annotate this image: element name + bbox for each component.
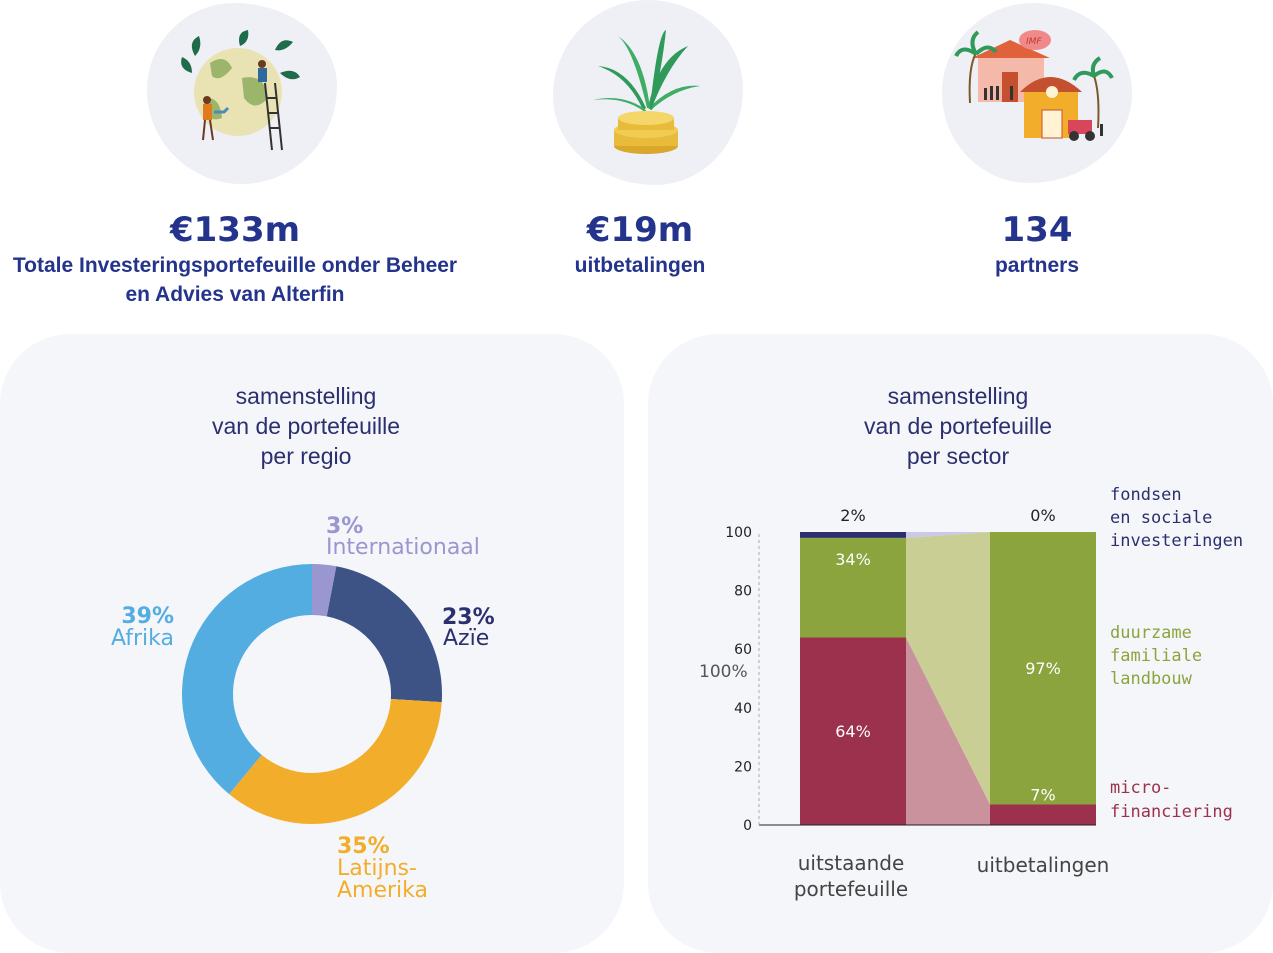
bar-label-landbouw-1: 34%	[835, 550, 871, 569]
y-tick-label: 80	[734, 584, 752, 600]
category-label-1-line-2: portefeuille	[794, 877, 908, 901]
donut-slice-2	[229, 698, 442, 824]
legend-micro-line-1: micro-	[1110, 778, 1171, 798]
slice-pct-afrika: 39%	[121, 604, 174, 629]
bar-label-micro-1: 64%	[835, 722, 871, 741]
partners-label: partners	[994, 254, 1080, 277]
bar-label-micro-2: 7%	[1030, 785, 1055, 804]
legend-fondsen: fondsen en sociale investeringen	[1110, 485, 1243, 551]
globe-planting-icon	[181, 30, 300, 151]
region-panel-title: samenstelling van de portefeuille per re…	[156, 381, 456, 471]
category-label-2: uitbetalingen	[977, 853, 1110, 877]
bar-segment-0-1	[800, 537, 906, 638]
slice-label-latijns-amerika-2: Amerika	[337, 878, 428, 903]
portfolio-total-label: Totale Investeringsportefeuille onder Be…	[12, 254, 458, 306]
legend-micro-line-2: financiering	[1110, 802, 1233, 822]
slice-label-latijns-amerika-1: Latijns-	[337, 856, 417, 881]
sector-stacked-bar-chart: 0 20 40 60 80 100 64% 34% 2% 7% 97% 0% 100% uitsta…	[699, 485, 1243, 901]
bar-segment-1-0	[990, 804, 1096, 825]
sector-panel-title: samenstelling van de portefeuille per se…	[808, 381, 1108, 471]
slice-pct-azie: 23%	[442, 605, 495, 630]
legend-landbouw: duurzame familiale landbouw	[1110, 623, 1202, 689]
category-label-1-line-1: uitstaande	[798, 851, 905, 875]
y-tick-label: 100	[725, 525, 752, 541]
plant-icon-background	[553, 0, 743, 185]
slice-pct-internationaal: 3%	[326, 514, 363, 539]
slice-label-internationaal: Internationaal	[326, 535, 480, 560]
legend-fondsen-line-3: investeringen	[1110, 531, 1243, 551]
y-tick-label: 60	[734, 642, 752, 658]
bar-segment-0-0	[800, 637, 906, 825]
partner-buildings-icon: IMF	[954, 30, 1114, 141]
portfolio-total-value: €133m	[169, 210, 301, 250]
flow-band-0	[906, 637, 990, 825]
sector-title-line-1: samenstelling	[887, 383, 1029, 409]
slice-pct-latijns-amerika: 35%	[337, 834, 390, 859]
donut-slice-1	[326, 566, 442, 703]
legend-fondsen-line-1: fondsen	[1110, 485, 1182, 505]
disbursements-value: €19m	[586, 210, 694, 250]
bar-label-fondsen-2: 0%	[1030, 506, 1055, 525]
y-tick-label: 0	[743, 818, 752, 834]
region-title-line-1: samenstelling	[235, 383, 377, 409]
region-title-line-3: per regio	[260, 443, 352, 469]
slice-label-azie: Azïe	[443, 626, 489, 651]
legend-landbouw-line-3: landbouw	[1110, 669, 1193, 689]
legend-landbouw-line-2: familiale	[1110, 646, 1202, 666]
donut-slice-3	[182, 564, 312, 795]
bar-segment-0-2	[800, 532, 906, 538]
sector-title-line-3: per sector	[906, 443, 1010, 469]
sector-title-line-2: van de portefeuille	[864, 413, 1052, 439]
y-axis-side-label: 100%	[699, 662, 748, 682]
donut-slice-0	[312, 564, 337, 617]
legend-fondsen-line-2: en sociale	[1110, 508, 1212, 528]
slice-label-afrika: Afrika	[111, 626, 174, 651]
bar-label-landbouw-2: 97%	[1025, 659, 1061, 678]
bar-label-fondsen-1: 2%	[840, 506, 865, 525]
region-donut-chart: 3% Internationaal 23% Azïe 35% Latijns- …	[111, 514, 495, 903]
partners-value: 134	[1001, 210, 1073, 250]
legend-landbouw-line-1: duurzame	[1110, 623, 1192, 643]
bar-segment-1-1	[990, 532, 1096, 805]
region-panel	[0, 334, 624, 953]
legend-microfinanciering: micro- financiering	[1110, 778, 1233, 822]
y-tick-label: 40	[734, 701, 752, 717]
plant-coins-icon	[593, 30, 700, 154]
svg-text:IMF: IMF	[1026, 37, 1042, 47]
region-title-line-2: van de portefeuille	[212, 413, 400, 439]
disbursements-label: uitbetalingen	[574, 254, 706, 277]
flow-band-1	[906, 532, 990, 805]
y-tick-label: 20	[734, 759, 752, 775]
